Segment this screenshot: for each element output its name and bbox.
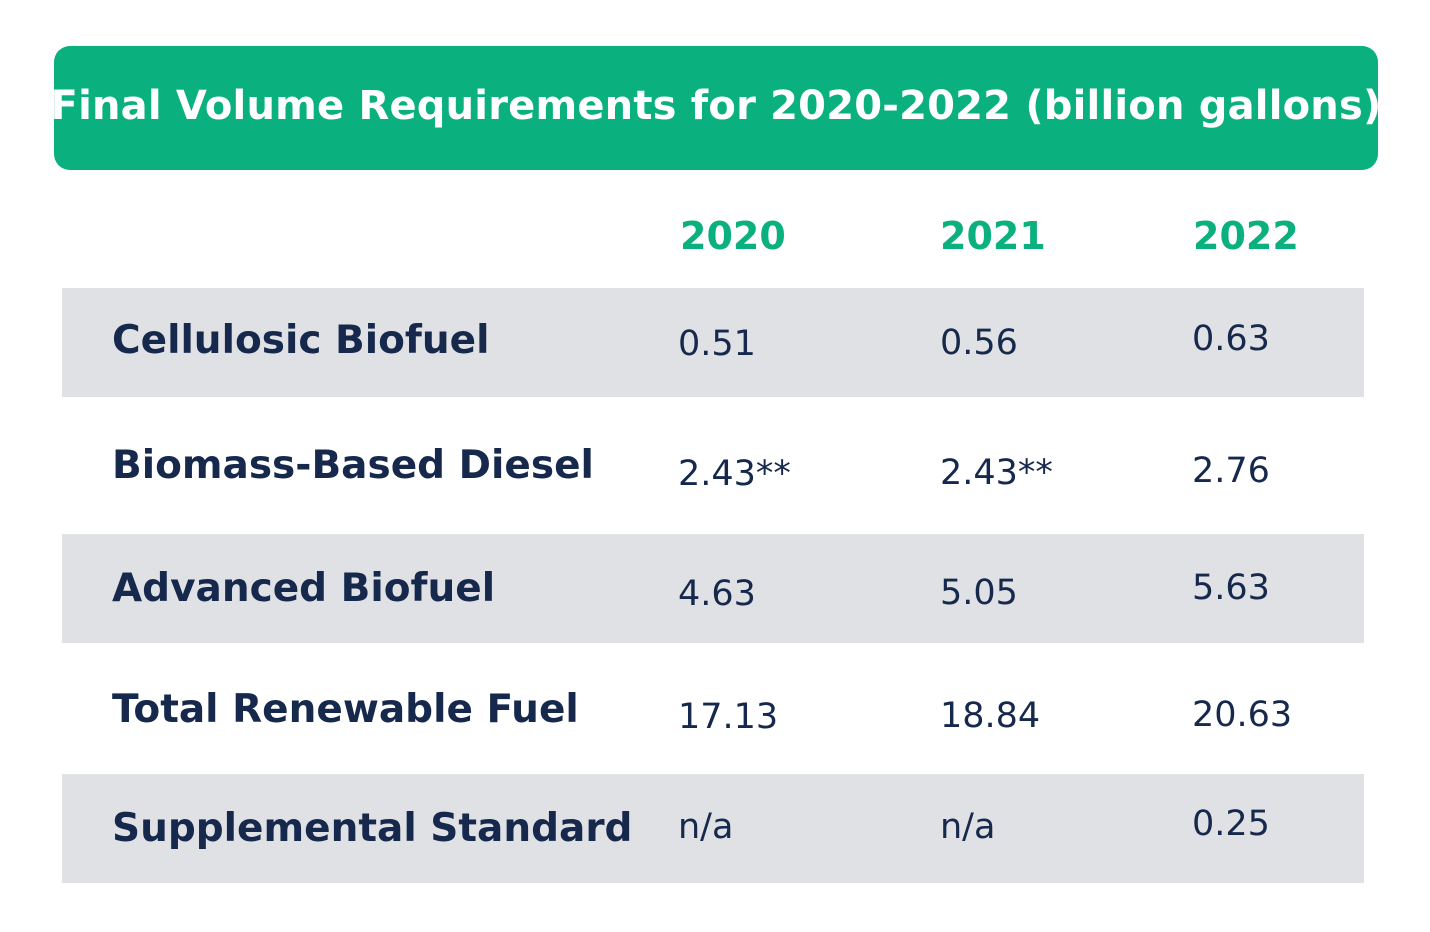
table-cell-2022: 0.25 xyxy=(1192,804,1270,844)
table-cell-2021: 5.05 xyxy=(940,573,1018,613)
row-label: Biomass-Based Diesel xyxy=(112,443,594,488)
table-cell-2020: 17.13 xyxy=(678,697,779,737)
table-row-biomass-based-diesel: Biomass-Based Diesel 2.43** 2.43** 2.76 xyxy=(62,397,1364,534)
column-header-2022: 2022 xyxy=(1193,214,1299,258)
row-label: Advanced Biofuel xyxy=(112,566,496,611)
table-cell-2021: 0.56 xyxy=(940,323,1018,363)
table-cell-2020: n/a xyxy=(678,807,734,847)
table-row-cellulosic-biofuel: Cellulosic Biofuel 0.51 0.56 0.63 xyxy=(62,288,1364,397)
table-cell-2022: 20.63 xyxy=(1192,695,1293,735)
row-label: Supplemental Standard xyxy=(112,806,633,851)
table-cell-2022: 2.76 xyxy=(1192,451,1270,491)
table-row-advanced-biofuel: Advanced Biofuel 4.63 5.05 5.63 xyxy=(62,534,1364,643)
table-cell-2020: 4.63 xyxy=(678,574,756,614)
table-row-supplemental-standard: Supplemental Standard n/a n/a 0.25 xyxy=(62,774,1364,883)
table-cell-2020: 2.43** xyxy=(678,454,791,494)
row-label: Cellulosic Biofuel xyxy=(112,318,490,363)
row-label: Total Renewable Fuel xyxy=(112,687,579,732)
table-cell-2021: n/a xyxy=(940,807,996,847)
table-cell-2022: 0.63 xyxy=(1192,319,1270,359)
column-header-2021: 2021 xyxy=(940,214,1046,258)
table-cell-2021: 2.43** xyxy=(940,453,1053,493)
table-row-total-renewable-fuel: Total Renewable Fuel 17.13 18.84 20.63 xyxy=(62,643,1364,774)
table-cell-2022: 5.63 xyxy=(1192,568,1270,608)
table-cell-2020: 0.51 xyxy=(678,324,756,364)
table-title: Final Volume Requirements for 2020-2022 … xyxy=(50,83,1382,129)
table-cell-2021: 18.84 xyxy=(940,696,1041,736)
title-banner: Final Volume Requirements for 2020-2022 … xyxy=(51,46,1381,170)
column-header-2020: 2020 xyxy=(680,214,786,258)
